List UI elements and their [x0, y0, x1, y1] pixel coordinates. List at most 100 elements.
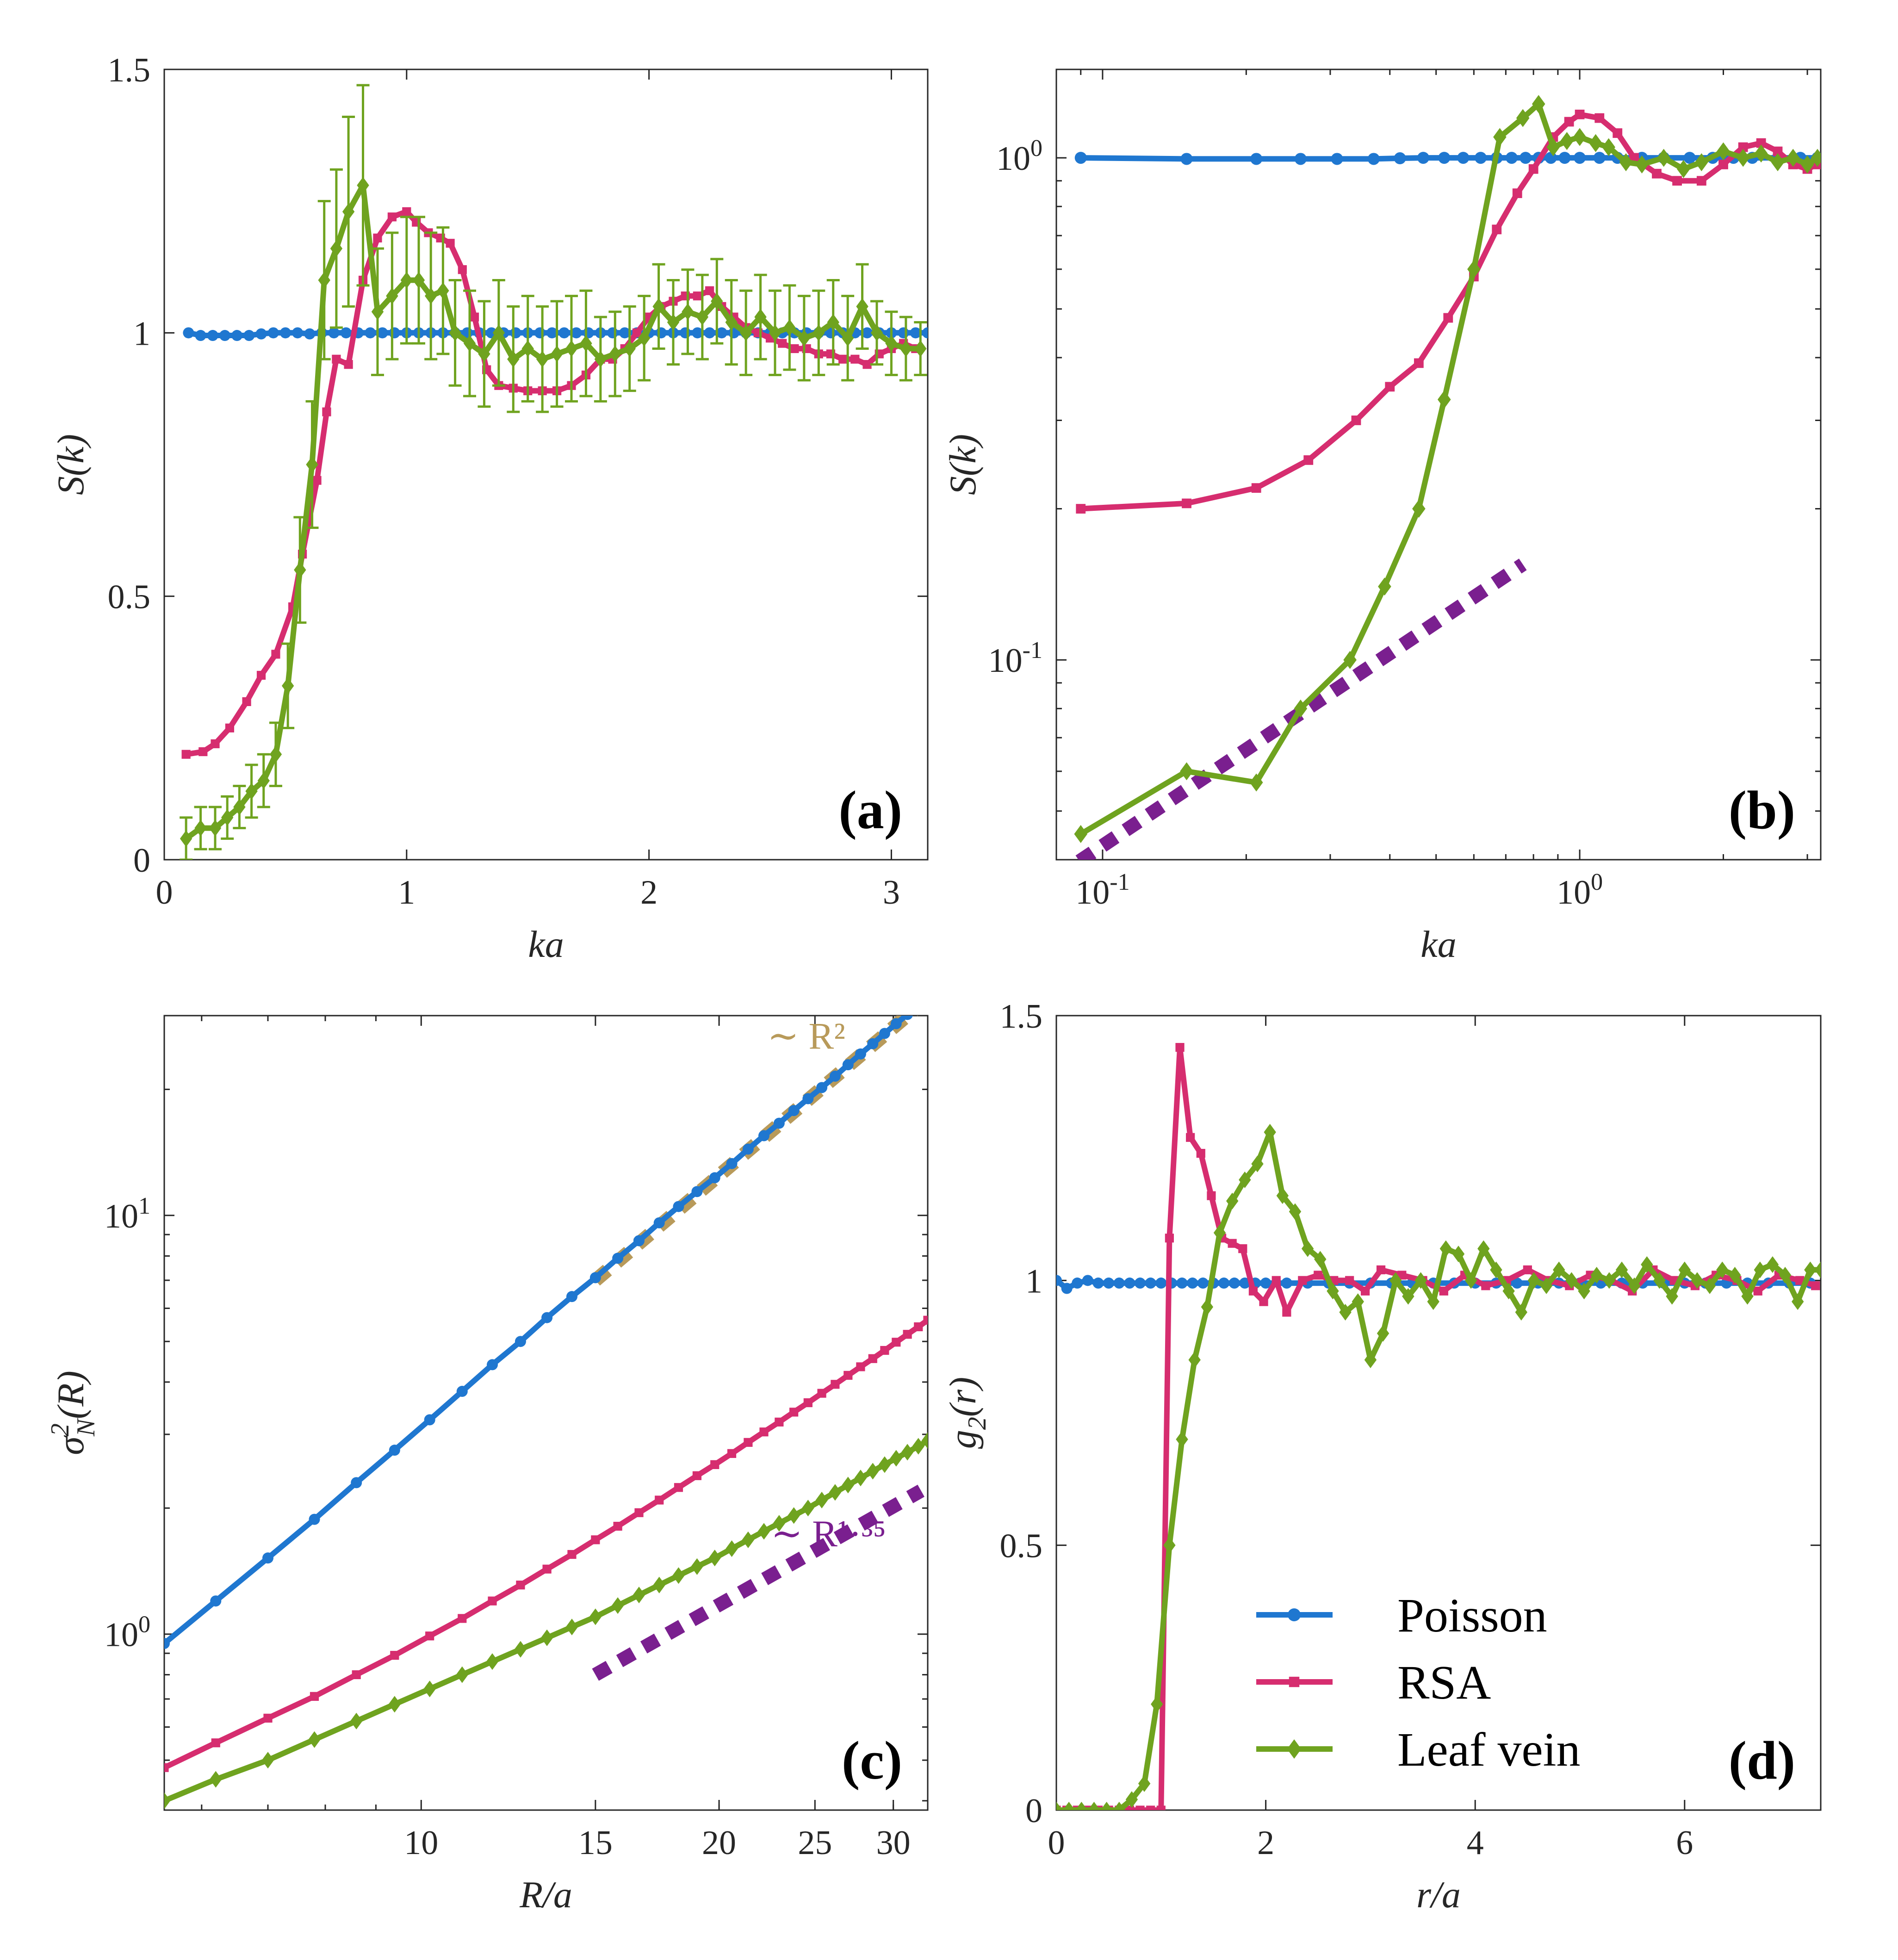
y-tick-label: 1: [1025, 1262, 1042, 1300]
data-point: [692, 327, 703, 339]
y-axis-label: S(k): [50, 434, 92, 495]
data-point: [1512, 188, 1522, 198]
data-point: [1163, 1537, 1176, 1554]
data-point: [1298, 1276, 1307, 1285]
data-point: [1437, 391, 1451, 409]
data-point: [899, 340, 912, 357]
data-point: [1180, 153, 1193, 165]
data-point: [583, 327, 594, 339]
data-point: [1294, 699, 1308, 718]
data-point: [534, 327, 546, 339]
data-point: [322, 407, 331, 416]
data-point: [862, 360, 872, 369]
data-point: [1289, 1203, 1302, 1220]
data-point: [194, 819, 207, 837]
data-point: [211, 1738, 220, 1748]
data-point: [923, 1315, 928, 1325]
data-point: [1811, 149, 1821, 167]
data-point: [1345, 1276, 1354, 1285]
data-point: [306, 456, 318, 473]
data-point: [1100, 1802, 1113, 1810]
data-point: [1138, 1775, 1151, 1792]
data-point: [1756, 138, 1766, 148]
data-point: [255, 328, 267, 340]
data-point: [424, 287, 437, 304]
data-point: [1176, 1431, 1188, 1448]
data-point: [352, 1670, 361, 1680]
data-point: [540, 1629, 553, 1646]
data-point: [725, 314, 738, 331]
data-point: [371, 303, 384, 320]
data-point: [488, 1596, 497, 1606]
data-point: [1056, 1802, 1063, 1810]
data-point: [589, 1272, 601, 1284]
data-point: [815, 1492, 828, 1509]
axes-frame: [163, 68, 929, 861]
data-point: [691, 1558, 703, 1575]
data-point: [1683, 152, 1696, 164]
data-point: [902, 1016, 913, 1020]
data-point: [1779, 1266, 1792, 1284]
data-point: [674, 1483, 683, 1492]
panel-label: (d): [1729, 1730, 1795, 1791]
data-point: [757, 1523, 770, 1540]
data-point: [1516, 109, 1530, 127]
data-point: [164, 1763, 169, 1772]
data-point: [696, 309, 709, 326]
data-point: [1691, 1272, 1704, 1289]
fit-label: ∼ R²: [767, 1015, 845, 1057]
data-point: [318, 272, 330, 289]
x-tick-label: 1: [398, 874, 415, 912]
data-point: [870, 324, 883, 341]
data-point: [726, 1540, 738, 1557]
data-point: [880, 1346, 889, 1355]
data-point: [775, 1417, 784, 1427]
data-point: [294, 561, 306, 578]
data-point: [802, 1500, 814, 1517]
data-point: [470, 312, 479, 322]
data-point: [1092, 1278, 1104, 1289]
data-point: [1287, 1739, 1302, 1759]
data-point: [183, 327, 194, 339]
data-point: [390, 1650, 399, 1660]
data-point: [1427, 1293, 1439, 1310]
data-point: [1156, 1805, 1166, 1810]
data-point: [309, 1513, 320, 1525]
series-line: [1079, 101, 1819, 837]
x-axis-label: ka: [1420, 923, 1456, 965]
data-point: [1352, 1293, 1364, 1310]
data-point: [1394, 152, 1406, 165]
data-point: [1628, 1277, 1641, 1294]
x-tick-label: 2: [640, 874, 657, 912]
data-point: [1264, 1123, 1276, 1141]
data-point: [1773, 146, 1783, 156]
data-point: [207, 330, 218, 341]
x-tick-label: 0: [156, 874, 173, 912]
data-point: [1207, 1191, 1216, 1200]
fit-line: [1069, 558, 1527, 860]
data-point: [245, 782, 258, 800]
data-point: [1565, 1272, 1578, 1289]
data-point: [1072, 1278, 1083, 1289]
data-point: [691, 1186, 703, 1197]
series-rsa: [164, 1315, 928, 1772]
data-point: [195, 330, 206, 341]
data-point: [1272, 1276, 1281, 1285]
data-point: [351, 1477, 362, 1489]
data-point: [304, 328, 316, 340]
data-point: [1248, 1286, 1258, 1296]
panel-c: 10 15 20 25 30 100 101 R/a σ2N(R) ∼ R² ∼ R¹·³⁵ (c): [46, 1015, 929, 1916]
data-point: [257, 772, 270, 789]
data-point: [716, 327, 727, 339]
data-point: [342, 203, 355, 220]
y-tick-label: 1.5: [1000, 998, 1043, 1036]
data-point: [567, 1550, 577, 1559]
data-point: [507, 351, 520, 368]
data-point: [1251, 483, 1261, 493]
x-tick-label: 15: [578, 1824, 613, 1862]
data-point: [1786, 149, 1800, 167]
series-line: [1080, 112, 1819, 512]
data-point: [400, 272, 413, 289]
data-point: [634, 1508, 644, 1517]
